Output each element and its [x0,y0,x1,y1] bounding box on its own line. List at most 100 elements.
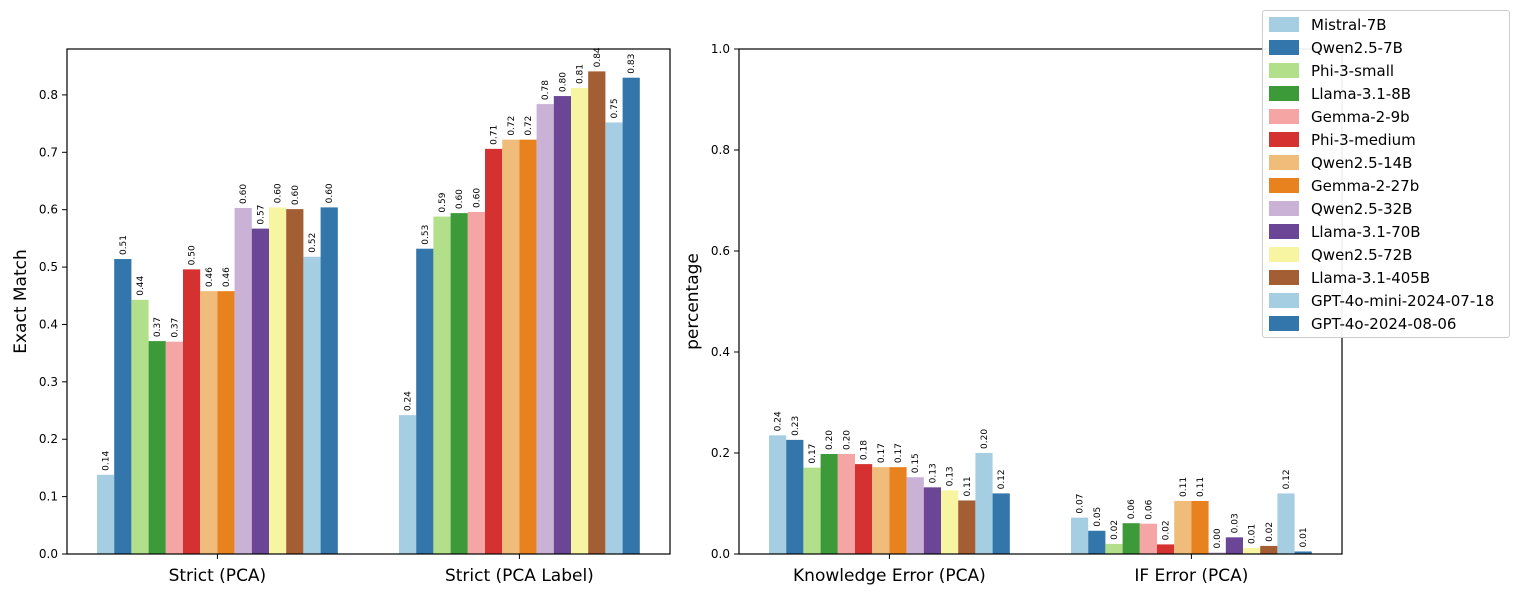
legend-item: Phi-3-medium [1269,128,1509,151]
legend-label: Phi-3-small [1311,61,1395,80]
bar-value-label: 0.13 [946,466,956,486]
bar [906,477,924,554]
bar [1105,543,1123,554]
y-tick-label: 0.2 [711,446,730,460]
legend-swatch [1269,224,1299,239]
bar [1122,523,1140,554]
error-percentage-chart: 0.0 0.2 0.4 0.6 0.8 1.0 0.24 0.07 0.23 0.05 0.17 0.… [683,42,1343,586]
legend-item: GPT-4o-mini-2024-07-18 [1269,289,1509,312]
legend-item: Llama-3.1-8B [1269,82,1509,105]
y-tick-label: 0.0 [39,547,58,561]
bar [114,259,132,554]
bar [217,291,235,554]
bar [97,474,115,554]
bar [553,96,571,554]
legend-label: Gemma-2-27b [1311,176,1420,195]
bar-value-label: 0.60 [239,184,249,204]
bar [1260,545,1278,554]
bar-value-label: 0.01 [1299,527,1309,547]
bar [588,71,606,555]
legend-label: Llama-3.1-70B [1311,222,1421,241]
bar-value-label: 0.23 [791,416,801,436]
legend-item: Qwen2.5-72B [1269,243,1509,266]
bar-value-label: 0.78 [541,80,551,100]
legend: Mistral-7B Qwen2.5-7B Phi-3-small Llama-3.1… [1262,10,1510,338]
bar-value-label: 0.18 [860,440,870,460]
bar [320,207,338,555]
bar-value-label: 0.20 [842,430,852,450]
legend-item: Gemma-2-27b [1269,174,1509,197]
bar [1139,523,1157,554]
legend-label: Qwen2.5-14B [1311,153,1413,172]
bar [269,207,287,555]
y-tick-label: 0.5 [39,260,58,274]
bar-value-label: 0.06 [1144,499,1154,519]
legend-label: Qwen2.5-72B [1311,245,1413,264]
bar-value-label: 0.24 [774,411,784,431]
y-tick-label: 0.2 [39,432,58,446]
bar-value-label: 0.37 [153,317,163,337]
legend-swatch [1269,293,1299,308]
bar-value-label: 0.13 [928,463,938,483]
y-tick-label: 0.4 [711,345,730,359]
x-category-label: Strict (PCA Label) [445,566,594,586]
bar-value-label: 0.11 [1196,477,1206,497]
bar-value-label: 0.53 [421,225,431,245]
bar [1208,552,1226,554]
bar [1277,493,1295,554]
bar [975,453,993,554]
legend-label: Qwen2.5-32B [1311,199,1413,218]
bar-value-label: 0.72 [524,116,534,136]
bar [1225,537,1243,554]
bar-value-label: 0.37 [170,318,180,338]
bar-value-label: 0.83 [627,54,637,74]
bar [165,341,183,554]
bar [467,211,485,554]
legend-swatch [1269,270,1299,285]
bar [1088,530,1106,554]
bar-value-label: 0.11 [963,476,973,496]
bar [1157,544,1175,554]
bar [200,291,218,554]
bar [605,122,623,555]
legend-swatch [1269,201,1299,216]
bar-value-label: 0.01 [1248,524,1258,544]
bar [234,207,252,555]
legend-swatch [1269,40,1299,55]
bar [872,467,890,554]
bar [820,454,838,554]
legend-swatch [1269,178,1299,193]
bar-value-label: 0.51 [119,235,129,255]
bar [502,139,520,554]
bar-value-label: 0.02 [1265,522,1275,542]
bar [786,439,804,554]
y-tick-label: 0.8 [711,143,730,157]
legend-label: Qwen2.5-7B [1311,38,1403,57]
bar [769,435,787,554]
legend-item: GPT-4o-2024-08-06 [1269,312,1509,335]
legend-item: Mistral-7B [1269,13,1509,36]
bar [1174,500,1192,554]
bar-value-label: 0.84 [593,47,603,67]
bar [131,299,149,554]
bar [450,213,468,554]
y-tick-label: 0.7 [39,145,58,159]
x-category-label: IF Error (PCA) [1134,566,1248,586]
legend-item: Qwen2.5-32B [1269,197,1509,220]
bar-value-label: 0.02 [1110,520,1120,540]
bar-value-label: 0.81 [576,64,586,84]
bar-value-label: 0.12 [997,469,1007,489]
bar-value-label: 0.60 [291,185,301,205]
legend-label: Mistral-7B [1311,15,1387,34]
bar [941,490,959,554]
bar [1243,547,1261,554]
legend-item: Llama-3.1-70B [1269,220,1509,243]
bar-value-label: 0.71 [490,125,500,145]
bar-value-label: 0.59 [438,192,448,212]
legend-label: Llama-3.1-405B [1311,268,1431,287]
bar [416,248,434,555]
bar-value-label: 0.14 [102,450,112,470]
legend-label: GPT-4o-mini-2024-07-18 [1311,291,1495,310]
bar [399,415,417,554]
